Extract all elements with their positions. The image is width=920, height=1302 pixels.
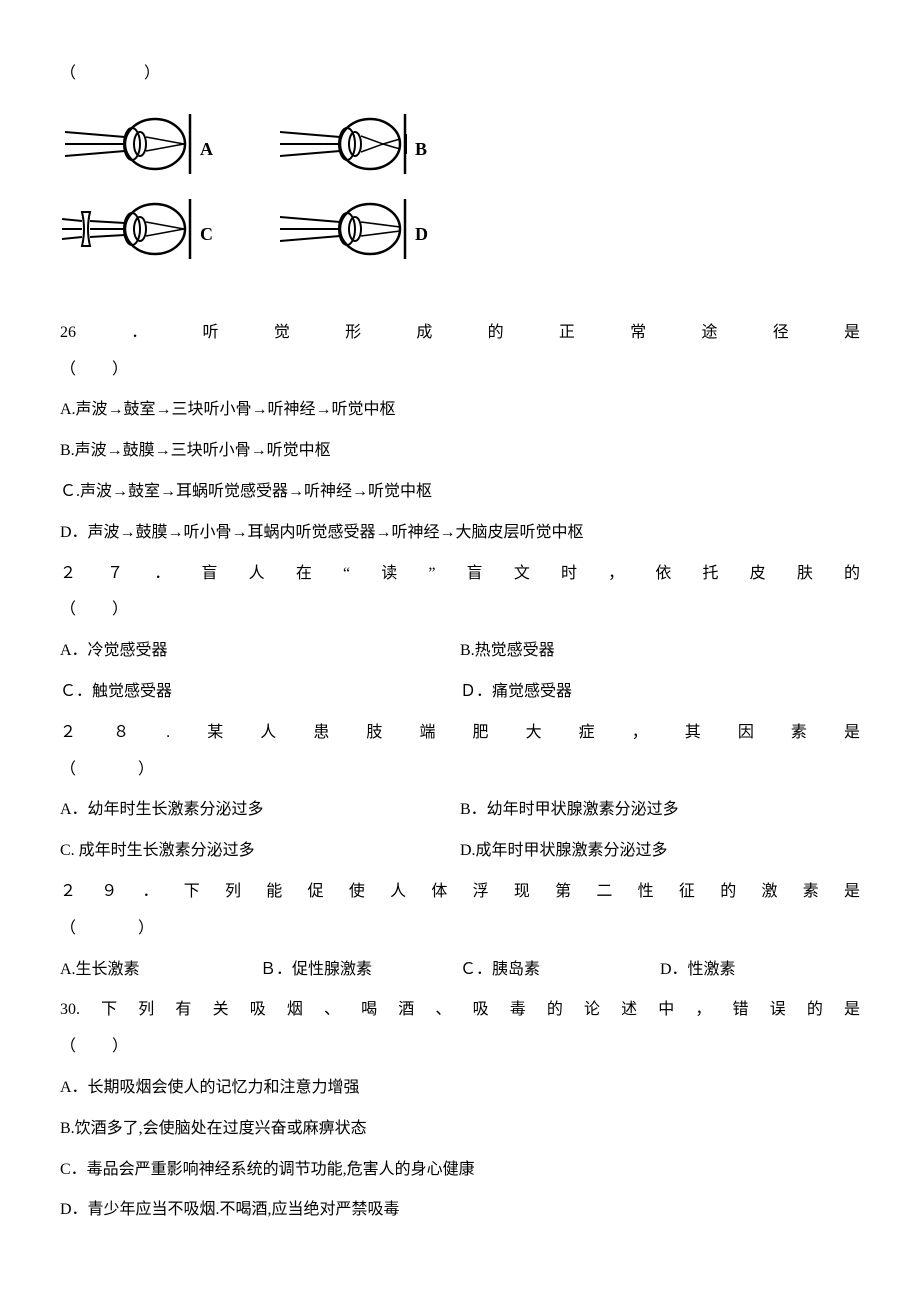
q28-option-b: B．幼年时甲状腺激素分泌过多 <box>460 796 860 825</box>
q25-paren: （ ） <box>60 60 860 89</box>
q28-option-c: C. 成年时生长激素分泌过多 <box>60 837 460 866</box>
q27-option-a: A．冷觉感受器 <box>60 637 460 666</box>
q30-option-a: A．长期吸烟会使人的记忆力和注意力增强 <box>60 1074 860 1103</box>
q28-option-d: D.成年时甲状腺激素分泌过多 <box>460 837 860 866</box>
eye-diagrams-container: A B <box>60 109 860 289</box>
q27-text: ２７．盲人在“读”盲文时，依托皮肤的 <box>60 560 860 589</box>
q27-paren: （ ） <box>60 596 860 625</box>
q29-option-d: D．性激素 <box>660 956 860 985</box>
q29-option-c: Ｃ．胰岛素 <box>460 956 660 985</box>
q26-paren: （ ） <box>60 356 860 385</box>
q27-option-c: Ｃ．触觉感受器 <box>60 678 460 707</box>
q30-option-b: B.饮酒多了,会使脑处在过度兴奋或麻痹状态 <box>60 1115 860 1144</box>
diagram-label-a: A <box>200 133 213 165</box>
q29-text: ２９．下列能促使人体浮现第二性征的激素是 <box>60 878 860 907</box>
q30-text: 30.下列有关吸烟、喝酒、吸毒的论述中，错误的是 <box>60 996 860 1025</box>
eye-diagram-c: C <box>60 194 210 264</box>
q30-option-d: D．青少年应当不吸烟.不喝酒,应当绝对严禁吸毒 <box>60 1196 860 1225</box>
q26-option-a: A.声波→鼓室→三块听小骨→听神经→听觉中枢 <box>60 396 860 425</box>
q27-option-b: B.热觉感受器 <box>460 637 860 666</box>
q29-paren: （ ） <box>60 915 860 944</box>
q26-option-d: D．声波→鼓膜→听小骨→耳蜗内听觉感受器→听神经→大脑皮层听觉中枢 <box>60 519 860 548</box>
q28-paren: （ ） <box>60 756 860 785</box>
diagram-label-c: C <box>200 218 213 250</box>
q29-option-a: A.生长激素 <box>60 956 260 985</box>
q28-option-a: A．幼年时生长激素分泌过多 <box>60 796 460 825</box>
eye-diagram-b: B <box>275 109 425 179</box>
diagram-label-d: D <box>415 218 428 250</box>
q29-option-b: Ｂ．促性腺激素 <box>260 956 460 985</box>
q30-paren: （ ） <box>60 1033 860 1062</box>
q26-text: 26．听觉形成的正常途径是 <box>60 319 860 348</box>
q30-option-c: C．毒品会严重影响神经系统的调节功能,危害人的身心健康 <box>60 1156 860 1185</box>
diagram-label-b: B <box>415 133 427 165</box>
q26-option-c: Ｃ.声波→鼓室→耳蜗听觉感受器→听神经→听觉中枢 <box>60 478 860 507</box>
q27-option-d: Ｄ．痛觉感受器 <box>460 678 860 707</box>
eye-diagram-d: D <box>275 194 425 264</box>
q26-option-b: B.声波→鼓膜→三块听小骨→听觉中枢 <box>60 437 860 466</box>
q28-text: ２８.某人患肢端肥大症，其因素是 <box>60 719 860 748</box>
eye-diagram-a: A <box>60 109 210 179</box>
